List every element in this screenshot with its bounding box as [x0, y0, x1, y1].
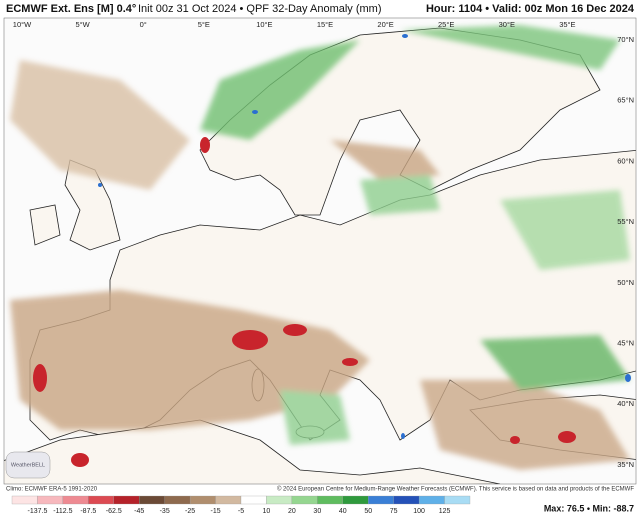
longitude-label: 20°E	[377, 20, 393, 29]
longitude-label: 5°W	[75, 20, 90, 29]
longitude-label: 0°	[140, 20, 147, 29]
colorbar-label: 50	[364, 508, 372, 515]
colorbar-swatch	[444, 495, 471, 505]
anomaly-shading	[10, 25, 630, 470]
graticule-labels: 10°W 5°W 0° 5°E 10°E 15°E 20°E 25°E 30°E 35°E 70°N…	[13, 20, 634, 469]
colorbar-swatch	[11, 495, 38, 505]
longitude-label: 30°E	[499, 20, 515, 29]
colorbar-swatch	[317, 495, 343, 505]
wet-excess	[98, 34, 631, 439]
colorbar-swatch	[393, 495, 420, 505]
colorbar-swatch	[164, 495, 191, 505]
logo	[5, 451, 51, 479]
climo-note: Climo: ECMWF ERA-5 1991-2020	[6, 487, 98, 493]
longitude-label: 25°E	[438, 20, 454, 29]
colorbar-swatch	[189, 495, 216, 505]
colorbar-swatch	[418, 495, 445, 505]
valid-info: Hour: 1104 • Valid: 00z Mon 16 Dec 2024	[426, 3, 635, 15]
latitude-label: 65°N	[617, 96, 634, 105]
latitude-label: 40°N	[617, 399, 634, 408]
colorbar-label: -5	[238, 508, 244, 515]
model-label: ECMWF Ext. Ens [M] 0.4°	[6, 3, 136, 15]
longitude-label: 15°E	[317, 20, 333, 29]
colorbar: -137.5 -112.5 -87.5 -62.5 -45 -35 -25 -15 -5 10 20…	[11, 495, 471, 515]
max-min: Max: 76.5 • Min: -88.7	[544, 503, 634, 513]
latitude-label: 35°N	[617, 460, 634, 469]
map-frame	[3, 17, 637, 485]
latitude-label: 60°N	[617, 156, 634, 165]
colorbar-swatch	[113, 495, 140, 505]
colorbar-swatch	[342, 495, 369, 505]
colorbar-swatch	[266, 495, 293, 505]
colorbar-label: -62.5	[106, 508, 122, 515]
latitude-label: 45°N	[617, 338, 634, 347]
colorbar-label: 10	[263, 508, 271, 515]
latitude-label: 55°N	[617, 217, 634, 226]
colorbar-label: -15	[210, 508, 220, 515]
colorbar-label: -45	[134, 508, 144, 515]
colorbar-label: 100	[413, 508, 425, 515]
colorbar-swatch	[139, 495, 165, 505]
colorbar-swatch	[291, 495, 318, 505]
colorbar-swatch	[368, 495, 394, 505]
colorbar-swatch	[88, 495, 114, 505]
colorbar-swatch	[215, 495, 242, 505]
latitude-label: 70°N	[617, 35, 634, 44]
colorbar-swatch	[240, 495, 267, 505]
latitude-label: 50°N	[617, 278, 634, 287]
colorbar-label: 40	[339, 508, 347, 515]
longitude-label: 10°E	[256, 20, 272, 29]
longitude-label: 10°W	[13, 20, 32, 29]
colorbar-label: -35	[160, 508, 170, 515]
map: WeatherBELL	[4, 18, 636, 484]
longitude-label: 35°E	[559, 20, 575, 29]
copyright: © 2024 European Centre for Medium-Range …	[277, 486, 634, 493]
logo-text: WeatherBELL	[11, 462, 45, 468]
run-info: Init 00z 31 Oct 2024 • QPF 32-Day Anomal…	[138, 3, 382, 15]
wet-deficit	[33, 137, 576, 467]
colorbar-label: -137.5	[28, 508, 48, 515]
colorbar-swatch	[62, 495, 89, 505]
colorbar-label: -87.5	[80, 508, 96, 515]
colorbar-label: 75	[390, 508, 398, 515]
colorbar-swatch	[37, 495, 64, 505]
colorbar-label: 20	[288, 508, 296, 515]
longitude-label: 5°E	[198, 20, 210, 29]
colorbar-label: 30	[313, 508, 321, 515]
colorbar-label: -25	[185, 508, 195, 515]
colorbar-label: -112.5	[53, 508, 72, 515]
colorbar-label: 125	[439, 508, 451, 515]
